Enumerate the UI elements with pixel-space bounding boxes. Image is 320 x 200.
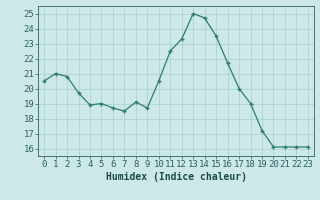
X-axis label: Humidex (Indice chaleur): Humidex (Indice chaleur) — [106, 172, 246, 182]
